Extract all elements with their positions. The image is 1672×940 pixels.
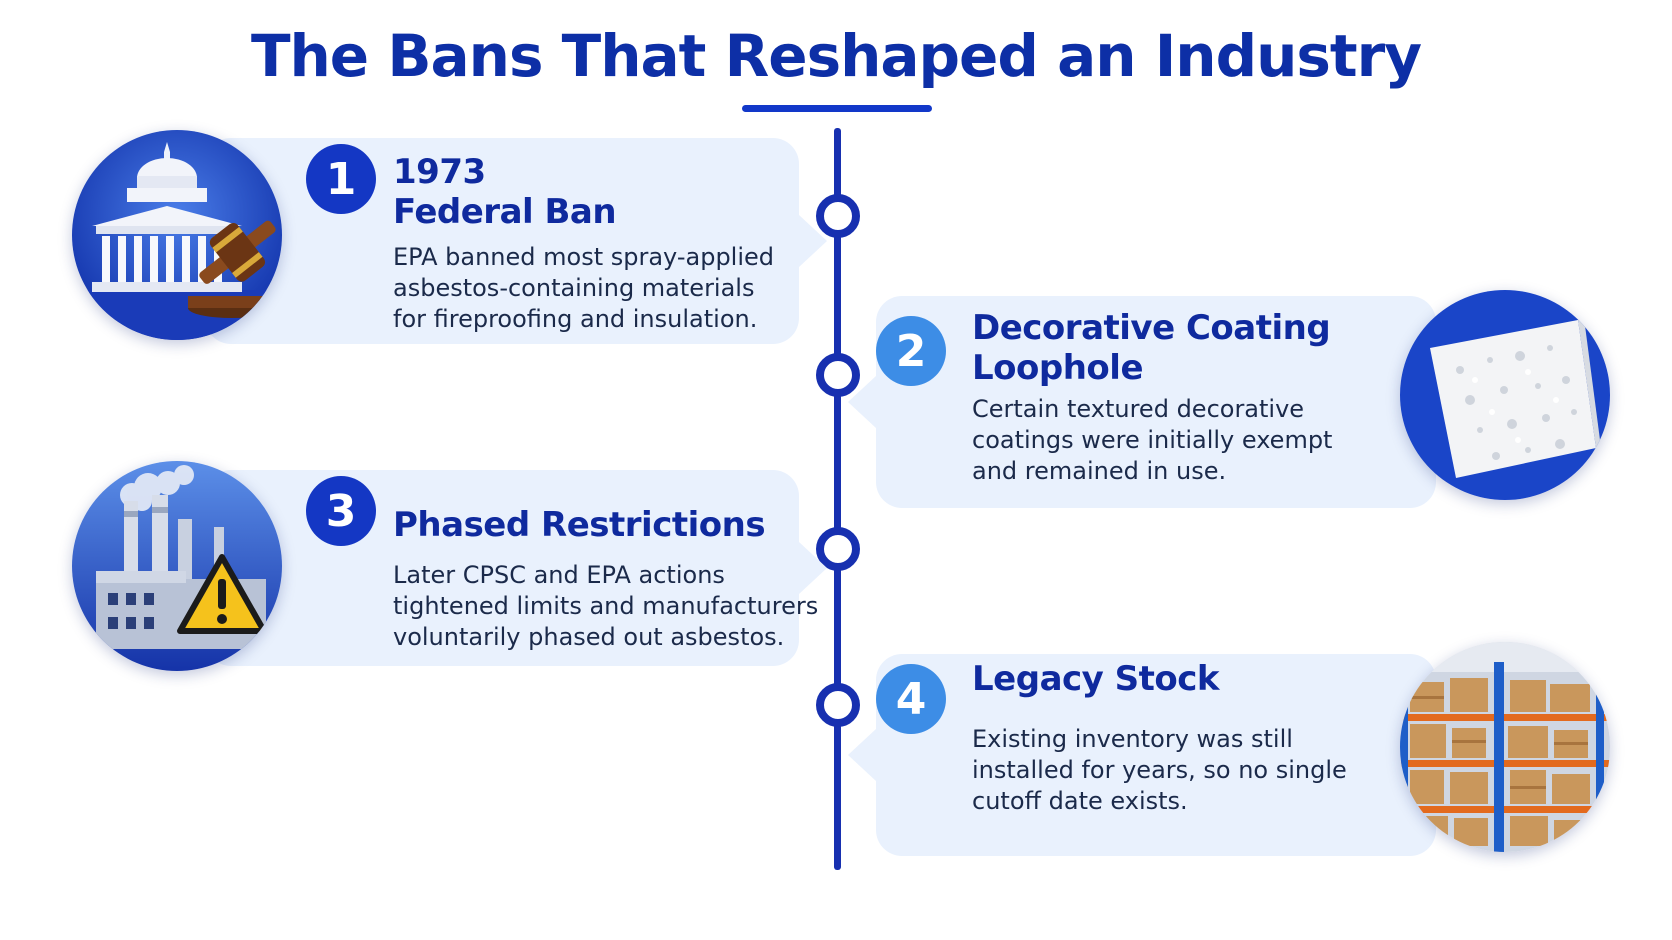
step-1-description: EPA banned most spray-applied asbestos-c…: [393, 242, 774, 335]
step-badge-2: 2: [876, 316, 946, 386]
step-1-desc-line: asbestos-containing materials: [393, 274, 755, 302]
step-1-desc-line: for fireproofing and insulation.: [393, 305, 758, 333]
step-2-title-line: Loophole: [972, 348, 1144, 388]
step-1-desc-line: EPA banned most spray-applied: [393, 243, 775, 271]
step-3-desc-line: tightened limits and manufacturers: [393, 592, 819, 620]
textured-coating-icon: [1400, 290, 1610, 500]
step-4-desc-line: Existing inventory was still: [972, 725, 1293, 753]
step-3-heading: Phased Restrictions: [393, 505, 766, 545]
step-badge-1: 1: [306, 144, 376, 214]
timeline-node-4: [816, 683, 860, 727]
step-4-desc-line: cutoff date exists.: [972, 787, 1188, 815]
step-4-description: Existing inventory was still installed f…: [972, 724, 1347, 817]
timeline-line: [834, 128, 841, 870]
timeline-card-4: [848, 654, 1436, 856]
step-badge-4: 4: [876, 664, 946, 734]
step-3-title-line: Phased Restrictions: [393, 505, 766, 545]
step-3-description: Later CPSC and EPA actions tightened lim…: [393, 560, 818, 653]
step-2-desc-line: Certain textured decorative: [972, 395, 1305, 423]
step-1-year: 1973: [393, 152, 486, 192]
step-2-description: Certain textured decorative coatings wer…: [972, 394, 1332, 487]
step-3-desc-line: Later CPSC and EPA actions: [393, 561, 725, 589]
capitol-gavel-icon: [72, 130, 282, 340]
timeline-node-2: [816, 353, 860, 397]
step-2-title-line: Decorative Coating: [972, 308, 1331, 348]
timeline-card-2: [848, 296, 1436, 508]
step-1-title: Federal Ban: [393, 192, 617, 232]
title-underline: [742, 105, 932, 112]
step-4-desc-line: installed for years, so no single: [972, 756, 1347, 784]
step-2-desc-line: and remained in use.: [972, 457, 1227, 485]
factory-warning-icon: [72, 461, 282, 671]
page-title: The Bans That Reshaped an Industry: [250, 22, 1422, 90]
step-4-heading: Legacy Stock: [972, 659, 1220, 699]
warehouse-shelves-icon: [1400, 642, 1610, 852]
step-3-desc-line: voluntarily phased out asbestos.: [393, 623, 785, 651]
timeline-card-3: [205, 470, 827, 666]
step-badge-3: 3: [306, 476, 376, 546]
step-2-heading: Decorative Coating Loophole: [972, 308, 1331, 388]
timeline-card-1: [205, 138, 827, 344]
step-4-title-line: Legacy Stock: [972, 659, 1220, 699]
step-2-desc-line: coatings were initially exempt: [972, 426, 1333, 454]
step-1-heading: 1973 Federal Ban: [393, 152, 617, 232]
